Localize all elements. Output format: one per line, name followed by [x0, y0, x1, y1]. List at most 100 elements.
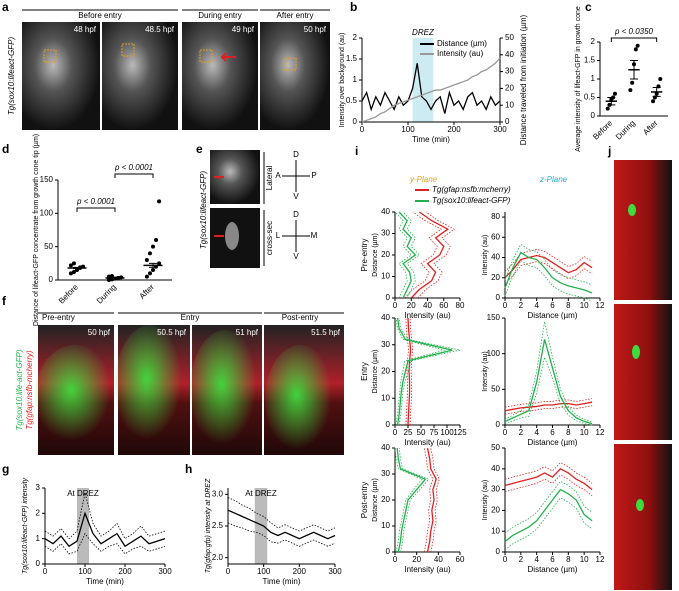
y-tick-label: 100	[487, 349, 501, 358]
drez-band	[412, 38, 434, 122]
y-tick-label: 0	[386, 293, 391, 302]
point	[633, 47, 638, 52]
x-tick-label: Before	[57, 282, 80, 305]
y-tick-label: 40	[381, 313, 390, 322]
bracket	[610, 37, 658, 42]
x-axis-label: Distance (µm)	[528, 565, 578, 574]
timestamp: 51.5 hpf	[311, 328, 341, 337]
x-tick-label: 0	[360, 125, 365, 134]
y-axis-label: Average intensity of lifeact-GFP in grow…	[575, 6, 582, 152]
point	[144, 274, 149, 279]
band-label: At DREZ	[245, 489, 277, 498]
x-tick-label: 0	[393, 428, 398, 437]
error-line	[504, 398, 593, 408]
x-tick-label: 4	[534, 555, 539, 564]
y-tick-label: 0.5	[346, 96, 358, 105]
error-line	[404, 211, 443, 299]
panel-label: a	[2, 0, 9, 14]
x-tick-label: 100	[440, 428, 454, 437]
data-line	[504, 251, 593, 294]
point	[71, 270, 76, 274]
error-bar	[73, 266, 81, 270]
x-tick-label: 300	[158, 567, 172, 576]
x-tick-label: 8	[566, 555, 571, 564]
x-tick-label: 0	[43, 567, 48, 576]
panel-label: d	[2, 142, 9, 156]
band-label: DREZ	[412, 28, 435, 37]
y-axis-label: Tg(gfap:gfp) intensity at DREZ	[205, 478, 212, 573]
y-tick-label: 0	[591, 111, 596, 120]
y-tick-label: 3	[36, 483, 41, 492]
error-line	[504, 243, 593, 286]
x-tick-label: 2	[519, 301, 524, 310]
x-axis-label: Intensity (au)	[404, 311, 451, 320]
point	[147, 271, 152, 276]
x-tick-label: After	[641, 118, 660, 137]
data-line	[361, 63, 501, 114]
x-tick-label: 125	[453, 428, 467, 437]
error-bar	[149, 262, 157, 268]
x-tick-label: 200	[118, 567, 132, 576]
y2-tick-label: 50	[505, 33, 514, 42]
timestamp: 50 hpf	[88, 328, 111, 337]
panel-a-images	[22, 9, 330, 130]
x-axis-label: Intensity (au)	[404, 438, 451, 447]
y-tick-label: 0	[386, 420, 391, 429]
x-tick-label: 2	[519, 428, 524, 437]
error-line	[423, 447, 434, 553]
row-label: Post-entry	[360, 482, 369, 518]
x-tick-label: 0	[503, 555, 508, 564]
error-line	[504, 462, 593, 484]
legend-label: Distance (µm)	[437, 39, 487, 48]
panel-label: f	[2, 294, 7, 308]
y-axis-label: Tg(sox10:lifeact-GFP) intensity	[22, 477, 29, 574]
y-tick-label: 80	[491, 212, 500, 221]
y-tick-label: 30	[381, 340, 390, 349]
axis-dir: D	[293, 210, 299, 219]
side-label: Tg(gfap:nsfb-mcherry)	[25, 350, 34, 429]
bracket	[114, 173, 154, 178]
y-tick-label: 2.0	[212, 553, 224, 562]
y-tick-label: 1	[353, 75, 358, 84]
error-line	[394, 211, 412, 299]
axis-dir: M	[311, 231, 318, 240]
y-tick-label: 0	[49, 275, 54, 284]
point	[151, 268, 155, 272]
error-line	[44, 532, 166, 555]
y-tick-label: 0	[36, 559, 41, 568]
x-tick-label: During	[614, 119, 637, 142]
panel-label: b	[350, 0, 357, 14]
p-value: p < 0.0001	[76, 197, 115, 206]
panel-j-images	[614, 160, 672, 590]
x-tick-label: 20	[412, 555, 421, 564]
x-tick-label: 6	[550, 301, 555, 310]
y-tick-label: 0	[496, 420, 501, 429]
y-axis-label: Intensity (au)	[482, 480, 489, 520]
x-tick-label: 0	[393, 555, 398, 564]
x-tick-label: 10	[580, 301, 589, 310]
point	[109, 274, 114, 278]
header: Post-entry	[282, 313, 318, 322]
x-axis-label: Time (min)	[263, 577, 301, 586]
x-tick-label: 0	[226, 567, 231, 576]
plane-label: z-Plane	[539, 175, 568, 184]
x-tick-label: 300	[493, 125, 507, 134]
error-line	[504, 261, 593, 285]
y-tick-label: 50	[491, 443, 500, 452]
y-tick-label: 20	[491, 506, 500, 515]
x-tick-label: 50	[417, 428, 426, 437]
y-tick-label: 30	[491, 485, 500, 494]
x-tick-label: 8	[566, 301, 571, 310]
error-bar	[111, 277, 119, 279]
x-tick-label: 100	[401, 125, 415, 134]
data-line	[426, 447, 437, 553]
y-tick-label: 0	[496, 547, 501, 556]
y2-tick-label: 40	[505, 50, 514, 59]
y-axis-label: Intensity (au)	[482, 351, 489, 391]
x-tick-label: 60	[456, 555, 465, 564]
point	[658, 77, 663, 81]
data-line	[410, 211, 450, 299]
axis-dir: P	[311, 171, 316, 180]
point	[651, 99, 656, 104]
